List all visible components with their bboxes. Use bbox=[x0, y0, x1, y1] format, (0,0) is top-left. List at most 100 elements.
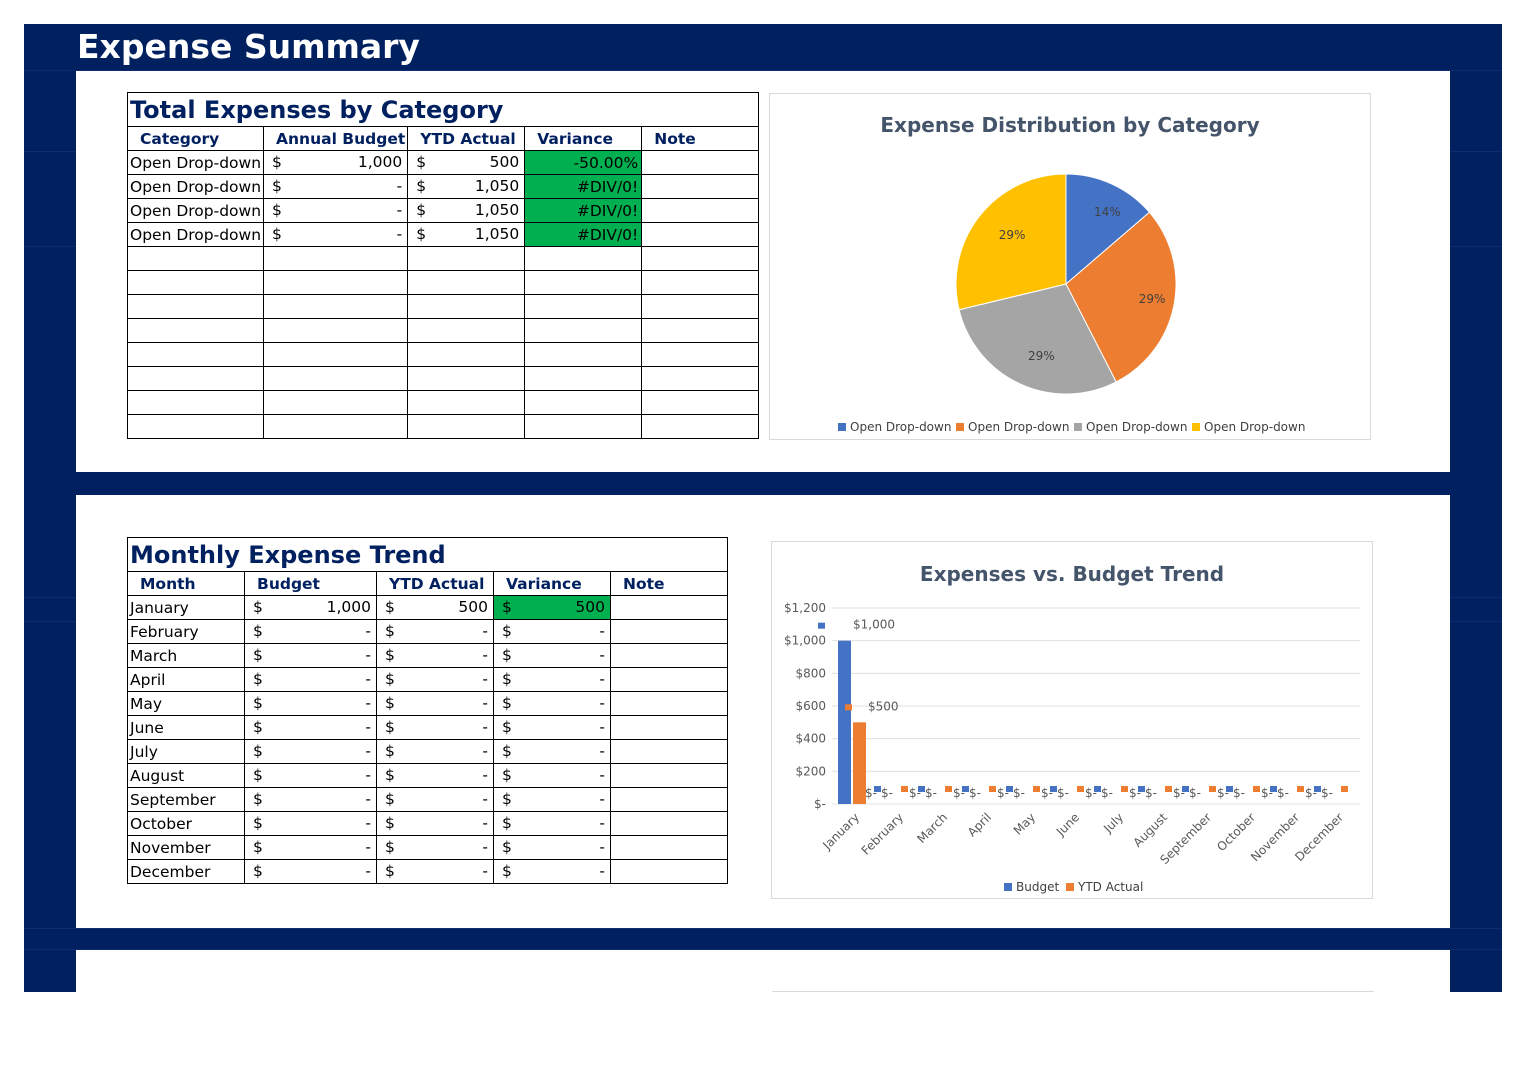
actual-cell[interactable]: $500 bbox=[376, 595, 494, 620]
budget-cell[interactable]: $ - bbox=[244, 643, 377, 668]
pie-slice[interactable] bbox=[958, 283, 1117, 395]
pie-slice[interactable] bbox=[1065, 173, 1151, 286]
budget-cell[interactable]: $ - bbox=[244, 787, 377, 812]
actual-cell[interactable]: $ - bbox=[376, 811, 494, 836]
note-cell[interactable] bbox=[641, 150, 760, 175]
empty-cell[interactable] bbox=[524, 294, 643, 319]
empty-cell[interactable] bbox=[524, 270, 643, 295]
empty-cell[interactable] bbox=[524, 342, 643, 367]
empty-cell[interactable] bbox=[263, 318, 409, 343]
empty-cell[interactable] bbox=[641, 390, 760, 415]
empty-cell[interactable] bbox=[641, 318, 760, 343]
category-dropdown[interactable]: Open Drop-down bbox=[126, 174, 265, 199]
budget-cell[interactable]: $ - bbox=[244, 691, 377, 716]
empty-cell[interactable] bbox=[641, 414, 760, 439]
budget-cell[interactable]: $ - bbox=[244, 763, 377, 788]
budget-cell[interactable]: $ - bbox=[244, 715, 377, 740]
empty-cell[interactable] bbox=[126, 390, 265, 415]
empty-cell[interactable] bbox=[126, 342, 265, 367]
actual-cell[interactable]: $ - bbox=[376, 787, 494, 812]
budget-cell[interactable]: $ - bbox=[263, 198, 409, 223]
note-cell[interactable] bbox=[641, 174, 760, 199]
empty-cell[interactable] bbox=[524, 414, 643, 439]
budget-cell[interactable]: $ - bbox=[244, 619, 377, 644]
note-cell[interactable] bbox=[610, 835, 728, 860]
empty-cell[interactable] bbox=[407, 270, 526, 295]
actual-cell[interactable]: $500 bbox=[407, 150, 526, 175]
empty-cell[interactable] bbox=[641, 294, 760, 319]
note-cell[interactable] bbox=[641, 222, 760, 247]
actual-cell[interactable]: $ - bbox=[376, 739, 494, 764]
note-cell[interactable] bbox=[610, 643, 728, 668]
empty-cell[interactable] bbox=[407, 246, 526, 271]
actual-cell[interactable]: $ - bbox=[376, 763, 494, 788]
note-cell[interactable] bbox=[610, 595, 728, 620]
empty-cell[interactable] bbox=[263, 414, 409, 439]
actual-cell[interactable]: $ - bbox=[376, 859, 494, 884]
actual-cell[interactable]: $ - bbox=[376, 691, 494, 716]
empty-cell[interactable] bbox=[407, 318, 526, 343]
budget-cell[interactable]: $ - bbox=[263, 174, 409, 199]
empty-cell[interactable] bbox=[641, 366, 760, 391]
empty-cell[interactable] bbox=[407, 414, 526, 439]
note-cell[interactable] bbox=[610, 763, 728, 788]
empty-cell[interactable] bbox=[263, 270, 409, 295]
note-cell[interactable] bbox=[610, 787, 728, 812]
empty-cell[interactable] bbox=[641, 270, 760, 295]
actual-cell[interactable]: $ - bbox=[376, 667, 494, 692]
empty-cell[interactable] bbox=[407, 294, 526, 319]
category-dropdown[interactable]: Open Drop-down bbox=[126, 198, 265, 223]
expense-distribution-chart[interactable]: Expense Distribution by Category 14% 29% 2… bbox=[769, 93, 1371, 440]
actual-cell[interactable]: $1,050 bbox=[407, 198, 526, 223]
empty-cell[interactable] bbox=[126, 294, 265, 319]
note-cell[interactable] bbox=[641, 198, 760, 223]
empty-cell[interactable] bbox=[126, 246, 265, 271]
category-dropdown[interactable]: Open Drop-down bbox=[126, 222, 265, 247]
bar[interactable] bbox=[853, 722, 866, 804]
note-cell[interactable] bbox=[610, 859, 728, 884]
actual-cell[interactable]: $ - bbox=[376, 619, 494, 644]
empty-cell[interactable] bbox=[524, 366, 643, 391]
pie-slice[interactable] bbox=[955, 173, 1067, 311]
empty-cell[interactable] bbox=[524, 318, 643, 343]
pie-slice[interactable] bbox=[1065, 211, 1177, 383]
budget-cell[interactable]: $ - bbox=[244, 859, 377, 884]
budget-cell[interactable]: $1,000 bbox=[263, 150, 409, 175]
empty-cell[interactable] bbox=[126, 414, 265, 439]
expenses-vs-budget-chart[interactable]: Expenses vs. Budget Trend $- $200 $400 $600… bbox=[771, 541, 1373, 899]
budget-cell[interactable]: $ - bbox=[244, 811, 377, 836]
budget-cell[interactable]: $1,000 bbox=[244, 595, 377, 620]
bar[interactable] bbox=[838, 640, 851, 804]
category-dropdown[interactable]: Open Drop-down bbox=[126, 150, 265, 175]
empty-cell[interactable] bbox=[126, 366, 265, 391]
note-cell[interactable] bbox=[610, 811, 728, 836]
empty-cell[interactable] bbox=[407, 366, 526, 391]
budget-cell[interactable]: $ - bbox=[244, 739, 377, 764]
empty-cell[interactable] bbox=[407, 390, 526, 415]
empty-cell[interactable] bbox=[263, 342, 409, 367]
note-cell[interactable] bbox=[610, 667, 728, 692]
empty-cell[interactable] bbox=[407, 342, 526, 367]
note-cell[interactable] bbox=[610, 619, 728, 644]
empty-cell[interactable] bbox=[641, 342, 760, 367]
note-cell[interactable] bbox=[610, 739, 728, 764]
empty-cell[interactable] bbox=[263, 366, 409, 391]
note-cell[interactable] bbox=[610, 691, 728, 716]
budget-cell[interactable]: $ - bbox=[244, 667, 377, 692]
actual-cell[interactable]: $ - bbox=[376, 643, 494, 668]
actual-cell[interactable]: $ - bbox=[376, 715, 494, 740]
note-cell[interactable] bbox=[610, 715, 728, 740]
actual-cell[interactable]: $1,050 bbox=[407, 174, 526, 199]
empty-cell[interactable] bbox=[126, 270, 265, 295]
empty-cell[interactable] bbox=[126, 318, 265, 343]
actual-cell[interactable]: $1,050 bbox=[407, 222, 526, 247]
budget-cell[interactable]: $ - bbox=[263, 222, 409, 247]
empty-cell[interactable] bbox=[524, 246, 643, 271]
empty-cell[interactable] bbox=[263, 390, 409, 415]
empty-cell[interactable] bbox=[524, 390, 643, 415]
empty-cell[interactable] bbox=[263, 246, 409, 271]
empty-cell[interactable] bbox=[263, 294, 409, 319]
actual-cell[interactable]: $ - bbox=[376, 835, 494, 860]
empty-cell[interactable] bbox=[641, 246, 760, 271]
budget-cell[interactable]: $ - bbox=[244, 835, 377, 860]
